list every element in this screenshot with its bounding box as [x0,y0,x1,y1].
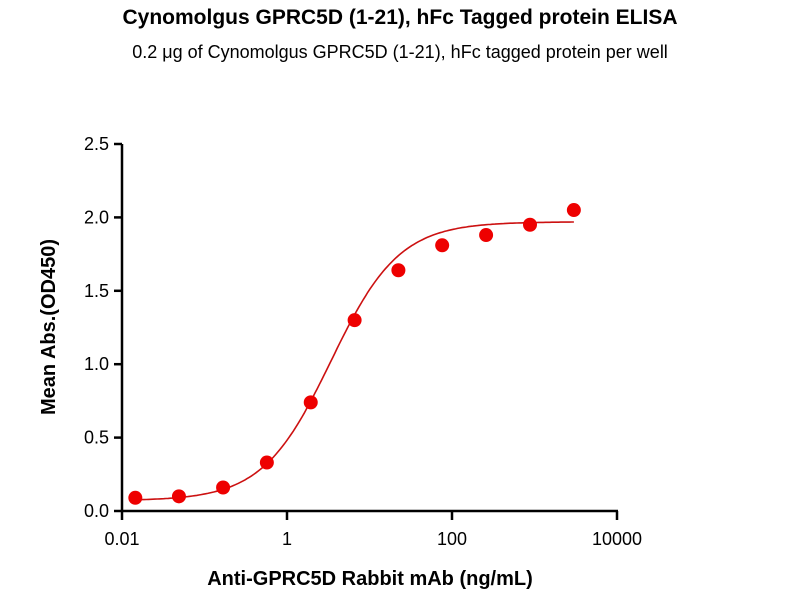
data-point [566,203,581,218]
y-tick-label: 1.5 [84,281,109,301]
x-tick-label: 100 [437,529,467,549]
fit-curve [135,221,574,501]
data-point [303,395,318,410]
data-point [435,238,450,253]
axes: 0.0 0.5 1.0 1.5 2.0 2.5 0.01 1 100 10000 [84,134,642,549]
y-tick-label: 0.5 [84,428,109,448]
y-axis-label: Mean Abs.(OD450) [38,239,60,415]
y-tick-label: 2.0 [84,207,109,227]
data-point [216,480,231,495]
data-point [171,489,186,504]
chart-subtitle: 0.2 μg of Cynomolgus GPRC5D (1-21), hFc … [132,42,668,62]
x-tick-label: 10000 [592,529,642,549]
data-points [128,203,581,505]
y-tick-label: 0.0 [84,501,109,521]
data-point [347,313,362,328]
x-tick-label: 0.01 [104,529,139,549]
x-tick-label: 1 [282,529,292,549]
data-point [479,228,494,243]
data-point [259,455,274,470]
data-point [391,263,406,278]
data-point [523,217,538,232]
x-axis-label: Anti-GPRC5D Rabbit mAb (ng/mL) [207,568,533,590]
chart-title: Cynomolgus GPRC5D (1-21), hFc Tagged pro… [122,6,678,29]
y-tick-label: 1.0 [84,354,109,374]
data-point [128,490,143,505]
fit-curve-group [135,221,574,501]
y-tick-label: 2.5 [84,134,109,154]
